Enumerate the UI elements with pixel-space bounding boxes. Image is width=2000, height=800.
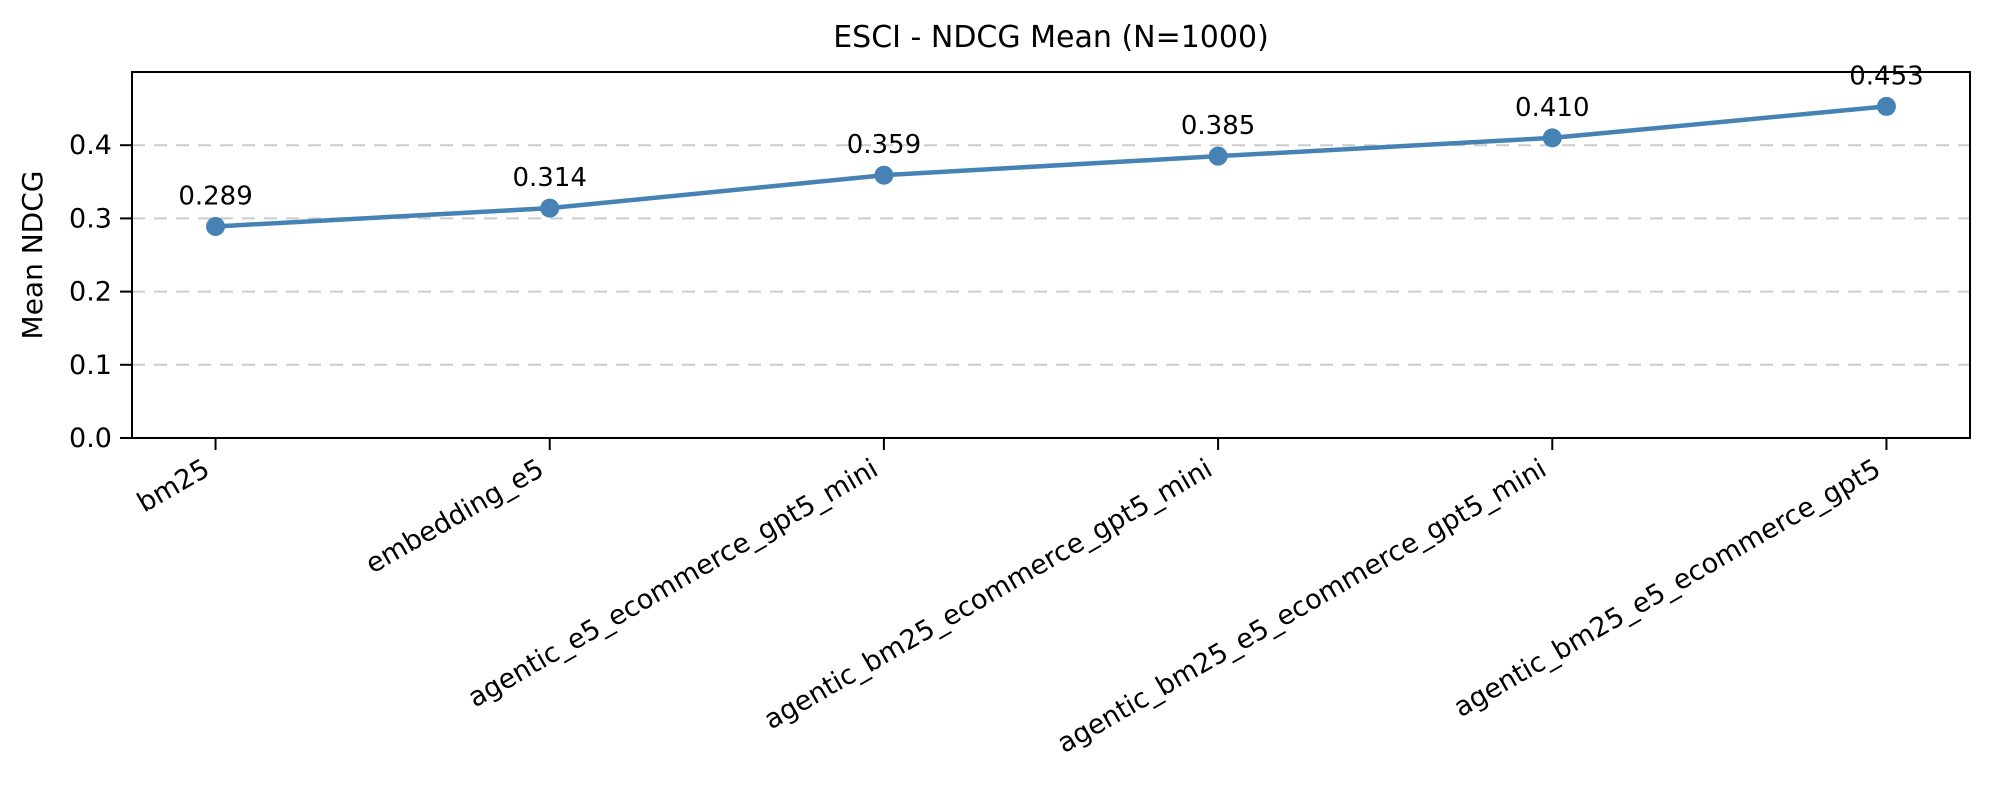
chart-title: ESCI - NDCG Mean (N=1000) bbox=[833, 20, 1269, 55]
y-axis-tick-label: 0.0 bbox=[69, 423, 112, 454]
plot-border bbox=[131, 71, 1971, 439]
annotation-layer: 0.289 0.314 0.359 0.385 0.410 0.453 bbox=[178, 61, 1923, 211]
y-axis-label: Mean NDCG bbox=[16, 171, 49, 340]
y-axis-tick-label: 0.4 bbox=[69, 130, 112, 161]
data-point-marker bbox=[1542, 128, 1562, 148]
y-axis-tick-label: 0.2 bbox=[69, 277, 112, 308]
data-point-marker bbox=[1208, 146, 1228, 166]
data-point-value-label: 0.359 bbox=[847, 130, 921, 160]
data-point-value-label: 0.453 bbox=[1849, 61, 1923, 91]
x-axis-tick-label: embedding_e5 bbox=[361, 453, 550, 580]
trend-line bbox=[213, 104, 1889, 229]
data-point-value-label: 0.289 bbox=[178, 181, 252, 211]
y-axis-tick-label: 0.3 bbox=[69, 203, 112, 234]
series-layer bbox=[206, 96, 1896, 236]
x-axis-tick-label: bm25 bbox=[132, 453, 215, 519]
y-axis-tick-label: 0.1 bbox=[69, 350, 112, 381]
data-point-value-label: 0.385 bbox=[1181, 111, 1255, 141]
data-point-marker bbox=[1876, 96, 1896, 116]
data-point-marker bbox=[206, 216, 226, 236]
gridline-layer bbox=[132, 144, 1970, 439]
data-point-marker bbox=[540, 198, 560, 218]
data-point-value-label: 0.314 bbox=[513, 163, 587, 193]
data-point-value-label: 0.410 bbox=[1515, 93, 1589, 123]
data-point-marker bbox=[874, 165, 894, 185]
